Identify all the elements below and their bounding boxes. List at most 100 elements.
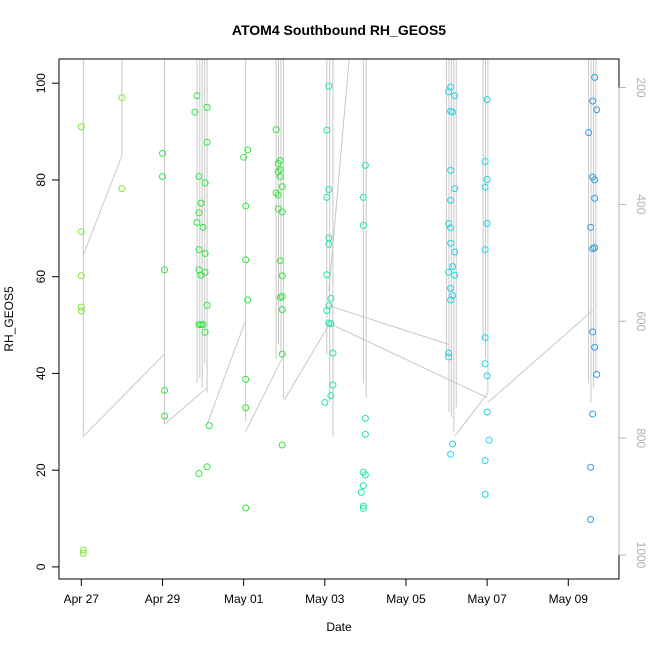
data-point — [483, 372, 491, 380]
data-point — [485, 436, 493, 444]
data-point — [77, 272, 85, 280]
data-point — [321, 398, 329, 406]
data-point — [242, 504, 250, 512]
data-point — [359, 193, 367, 201]
data-point — [79, 549, 87, 557]
data-point — [242, 256, 250, 264]
data-point — [451, 185, 459, 193]
data-point — [158, 173, 166, 181]
data-point — [361, 161, 369, 169]
data-point — [278, 441, 286, 449]
transit-line — [82, 155, 123, 256]
transit-line — [328, 305, 449, 345]
plot-frame — [58, 58, 620, 580]
data-point — [449, 108, 457, 116]
transit-line — [245, 353, 285, 432]
data-point — [483, 96, 491, 104]
data-point — [242, 404, 250, 412]
data-point — [161, 266, 169, 274]
data-point — [276, 257, 284, 265]
data-point — [242, 375, 250, 383]
data-point — [481, 158, 489, 166]
data-point — [161, 412, 169, 420]
data-point — [589, 245, 597, 253]
data-point — [276, 173, 284, 181]
data-point — [242, 202, 250, 210]
data-point — [193, 92, 201, 100]
x-tick-label: Apr 29 — [145, 592, 181, 606]
data-point — [195, 173, 203, 181]
data-point — [197, 321, 205, 329]
data-point — [361, 430, 369, 438]
data-point — [323, 193, 331, 201]
transit-line — [332, 324, 488, 399]
data-point — [451, 92, 459, 100]
data-point — [195, 470, 203, 478]
x-tick-label: May 03 — [305, 592, 345, 606]
data-point — [274, 205, 282, 213]
data-point — [447, 239, 455, 247]
data-point — [445, 268, 453, 276]
data-point — [278, 306, 286, 314]
data-point — [447, 296, 455, 304]
data-point — [201, 328, 209, 336]
transit-line — [283, 324, 330, 401]
data-point — [197, 199, 205, 207]
secondary-tick-label: 800 — [634, 428, 648, 448]
transit-line — [206, 320, 247, 425]
data-point — [203, 103, 211, 111]
data-point — [203, 301, 211, 309]
x-tick-label: May 01 — [224, 592, 264, 606]
data-point — [195, 246, 203, 254]
data-point — [449, 440, 457, 448]
data-point — [451, 248, 459, 256]
data-point — [201, 268, 209, 276]
data-point — [359, 482, 367, 490]
data-point — [481, 456, 489, 464]
data-point — [79, 546, 87, 554]
data-point — [483, 219, 491, 227]
data-point — [481, 334, 489, 342]
data-point — [278, 293, 286, 301]
data-point — [244, 296, 252, 304]
data-point — [199, 321, 207, 329]
data-point — [593, 106, 601, 114]
y-tick-label: 20 — [34, 463, 48, 477]
chart-title: ATOM4 Southbound RH_GEOS5 — [232, 22, 446, 38]
data-point — [447, 224, 455, 232]
data-point — [244, 146, 252, 154]
data-point — [193, 218, 201, 226]
secondary-tick-label: 1000 — [634, 542, 648, 569]
x-axis-label: Date — [326, 620, 352, 634]
data-point — [589, 410, 597, 418]
data-point — [361, 471, 369, 479]
data-point — [158, 149, 166, 157]
data-point — [323, 126, 331, 134]
data-point — [276, 166, 284, 174]
data-point — [329, 381, 337, 389]
data-point — [591, 343, 599, 351]
y-tick-label: 60 — [34, 270, 48, 284]
data-point — [449, 292, 457, 300]
data-point — [203, 463, 211, 471]
data-point — [585, 129, 593, 137]
data-point — [589, 97, 597, 105]
x-axis: Apr 27 Apr 29 May 01 May 03 May 05 May 07 May … — [64, 579, 588, 606]
data-point — [278, 350, 286, 358]
data-point — [325, 82, 333, 90]
data-point — [481, 490, 489, 498]
data-point — [118, 185, 126, 193]
data-point — [323, 271, 331, 279]
data-point — [359, 504, 367, 512]
data-point — [591, 73, 599, 81]
data-point — [359, 221, 367, 229]
data-point — [445, 349, 453, 357]
data-point — [325, 240, 333, 248]
data-point — [272, 126, 280, 134]
data-point — [278, 272, 286, 280]
data-point — [447, 166, 455, 174]
data-point — [77, 123, 85, 131]
y-axis: 0 20 40 60 80 100 — [34, 73, 59, 570]
secondary-tick-label: 200 — [634, 77, 648, 97]
